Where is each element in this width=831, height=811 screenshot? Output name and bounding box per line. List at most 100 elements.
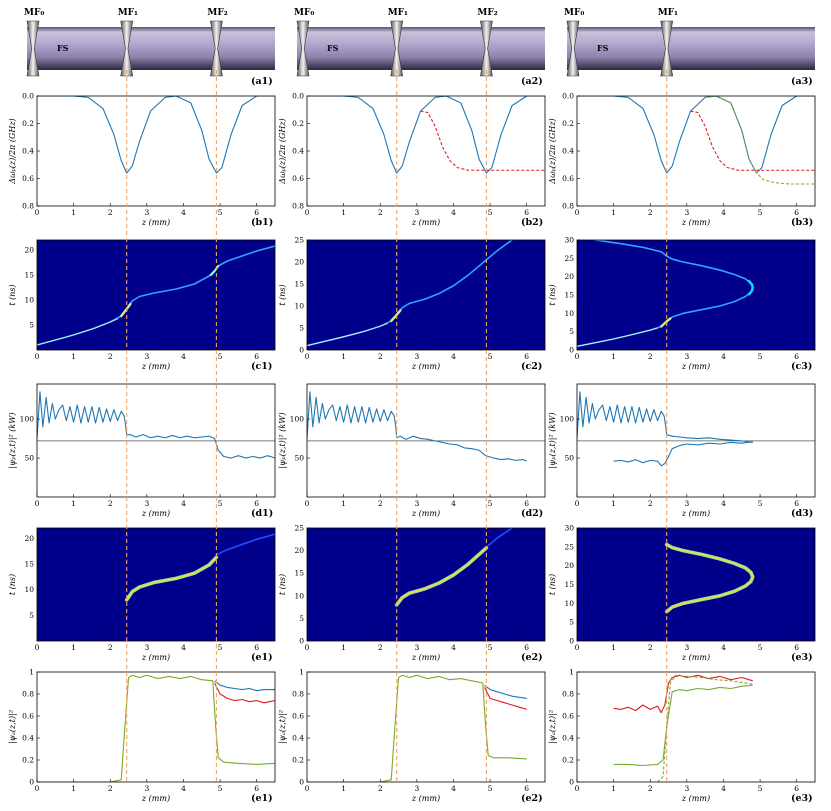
column-3: MF₀ MF₁ FS (a3) 0 1 2 3 4 5 6 0.0 0.2 0.4 0.6 0.8 z (mm)… — [548, 8, 816, 804]
y-tick-label: 0.2 — [562, 756, 574, 765]
x-tick-label: 2 — [648, 208, 653, 217]
mf-label: MF₀ — [294, 8, 314, 18]
y-axis-label: Δωₚ(z)/2π (GHz) — [548, 118, 557, 184]
x-tick-label: 4 — [451, 352, 456, 361]
y-tick-label: 0.2 — [292, 756, 304, 765]
panel-label: (e1) — [251, 793, 273, 804]
plot-frame — [306, 383, 546, 498]
y-tick-label: 0.6 — [22, 174, 34, 183]
chart-e2: 0 1 2 3 4 5 6 0 0.2 0.4 0.6 0.8 1 z (mm) |ψₐ(z,t)|² (e2… — [278, 668, 546, 804]
plot-frame — [576, 383, 816, 498]
y-tick-label: 0 — [299, 346, 304, 355]
mf-label: MF₁ — [118, 8, 138, 18]
x-tick-label: 2 — [378, 352, 383, 361]
x-tick-label: 5 — [218, 208, 223, 217]
x-tick-label: 1 — [71, 784, 76, 793]
y-tick-label: 25 — [294, 236, 304, 245]
x-tick-label: 2 — [648, 784, 653, 793]
chart-d3: 0 1 2 3 4 5 6 50 100 z (mm) |ψₚ(z,t)|² (kW) (d3) — [548, 383, 816, 519]
y-tick-label: 0.8 — [22, 202, 34, 211]
heatmap-highlight — [747, 279, 754, 296]
x-tick-label: 4 — [451, 208, 456, 217]
series-line-green — [307, 674, 527, 782]
heatmap-background — [307, 240, 545, 350]
y-tick-label: 0.4 — [562, 734, 574, 743]
series-line-blue — [37, 96, 275, 174]
plot-frame — [576, 671, 816, 783]
y-tick-label: 20 — [564, 272, 574, 281]
y-tick-label: 0.8 — [562, 202, 574, 211]
series-line-green — [705, 96, 815, 185]
y-tick-label: 15 — [564, 291, 574, 300]
x-tick-label: 3 — [684, 784, 689, 793]
y-axis-label: t (ns) — [8, 284, 17, 305]
y-tick-label: 30 — [564, 524, 574, 533]
plot-content — [613, 674, 753, 782]
x-axis-label: z (mm) — [681, 218, 710, 227]
y-tick-label: 0 — [569, 346, 574, 355]
plot-area — [37, 672, 275, 782]
x-tick-label: 5 — [488, 352, 493, 361]
x-tick-label: 3 — [414, 208, 419, 217]
y-tick-label: 10 — [564, 309, 574, 318]
x-tick-label: 1 — [71, 352, 76, 361]
heatmap-highlight — [307, 323, 388, 346]
x-tick-label: 2 — [648, 352, 653, 361]
x-tick-label: 5 — [218, 499, 223, 508]
heatmap-highlight — [577, 327, 658, 347]
x-tick-label: 2 — [108, 643, 113, 652]
x-tick-label: 5 — [758, 784, 763, 793]
y-tick-label: 10 — [294, 302, 304, 311]
y-tick-label: 15 — [24, 271, 34, 280]
y-axis-label: Δωₚ(z)/2π (GHz) — [278, 118, 287, 184]
heatmap-highlight — [37, 318, 118, 346]
y-tick-label: 20 — [564, 561, 574, 570]
y-tick-label: 10 — [24, 585, 34, 594]
plot-area — [307, 96, 545, 206]
y-tick-label: 0.4 — [562, 147, 574, 156]
y-axis-label: t (ns) — [278, 284, 287, 305]
y-tick-label: 5 — [569, 327, 574, 336]
y-tick-label: 25 — [294, 524, 304, 533]
plot-area — [37, 96, 275, 206]
y-axis-label: |ψₐ(z,t)|² — [548, 710, 557, 744]
chart-d1: 0 1 2 3 4 5 6 50 100 z (mm) |ψₚ(z,t)|² (kW) (d1) — [8, 383, 276, 519]
mf-label: MF₂ — [477, 8, 497, 18]
plot-frame — [306, 527, 546, 642]
mf-lens-icon — [296, 20, 310, 77]
x-tick-label: 1 — [71, 643, 76, 652]
x-axis-label: z (mm) — [141, 218, 170, 227]
y-tick-label: 5 — [569, 618, 574, 627]
y-tick-label: 0.2 — [22, 756, 34, 765]
series-line-blue — [307, 96, 545, 174]
plot-content — [394, 528, 513, 607]
x-tick-label: 2 — [108, 208, 113, 217]
mf-label: MF₁ — [658, 8, 678, 18]
y-tick-label: 0.0 — [292, 92, 304, 101]
panel-label: (d3) — [791, 508, 813, 519]
x-tick-label: 4 — [721, 643, 726, 652]
x-tick-label: 0 — [575, 352, 580, 361]
panel-label: (c1) — [251, 361, 272, 372]
plot-area — [577, 96, 815, 206]
y-tick-label: 50 — [564, 454, 574, 463]
x-tick-label: 4 — [181, 643, 186, 652]
plot-content — [307, 240, 513, 347]
x-tick-label: 1 — [611, 784, 616, 793]
x-axis-label: z (mm) — [411, 218, 440, 227]
x-tick-label: 1 — [611, 208, 616, 217]
panel-label: (e2) — [521, 652, 543, 663]
mf-lens-icon — [390, 20, 404, 77]
plot-frame — [36, 383, 276, 498]
x-tick-label: 0 — [575, 499, 580, 508]
series-line-red — [613, 674, 753, 714]
y-tick-label: 50 — [294, 454, 304, 463]
y-tick-label: 20 — [294, 258, 304, 267]
y-tick-label: 50 — [24, 454, 34, 463]
panel-label: (b1) — [251, 217, 273, 228]
y-tick-label: 0.6 — [562, 174, 574, 183]
x-tick-label: 0 — [35, 784, 40, 793]
x-tick-label: 4 — [721, 784, 726, 793]
x-tick-label: 6 — [794, 499, 799, 508]
x-tick-label: 4 — [181, 499, 186, 508]
